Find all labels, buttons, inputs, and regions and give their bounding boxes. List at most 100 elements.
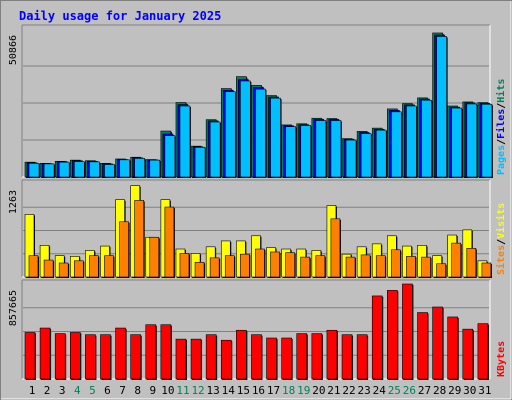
x-tick-label-day-6: 6: [104, 384, 111, 397]
bar-pages-5: [89, 161, 100, 178]
legend-files: Files: [495, 109, 507, 139]
x-tick-label-day-23: 23: [358, 384, 371, 397]
bar-sites-18: [285, 252, 295, 278]
x-tick-label-day-1: 1: [29, 384, 36, 397]
bar-sites-13: [209, 257, 220, 278]
x-tick-label-day-3: 3: [59, 384, 66, 397]
x-tick-label-day-12: 12: [191, 384, 204, 397]
bar-kbytes-6: [100, 334, 111, 380]
legend-kbytes: KBytes: [496, 341, 507, 377]
bar-sites-5: [89, 255, 99, 278]
bar-kbytes-7: [115, 327, 126, 380]
x-tick-label-day-26: 26: [403, 384, 416, 397]
chart-title: Daily usage for January 2025: [19, 9, 221, 23]
bar-pages-17: [270, 97, 281, 178]
bar-kbytes-8: [130, 334, 141, 380]
bar-sites-17: [270, 251, 280, 278]
bar-pages-13: [209, 121, 221, 178]
x-tick-label-day-8: 8: [134, 384, 141, 397]
x-tick-label-day-13: 13: [207, 384, 220, 397]
bar-kbytes-9: [145, 324, 157, 380]
bar-sites-10: [164, 206, 175, 278]
x-tick-label-day-29: 29: [448, 384, 461, 397]
bar-sites-4: [73, 260, 84, 278]
bar-kbytes-25: [387, 290, 398, 380]
bar-sites-2: [43, 259, 54, 278]
bar-sites-20: [315, 255, 326, 278]
panel-2-ymax-label: 857665: [8, 290, 19, 326]
x-tick-label-day-19: 19: [297, 384, 310, 397]
bar-kbytes-2: [39, 327, 51, 380]
bar-kbytes-22: [341, 334, 353, 380]
bar-pages-10: [164, 135, 176, 178]
bar-pages-4: [73, 161, 85, 178]
bar-kbytes-11: [175, 338, 187, 380]
bar-kbytes-12: [190, 338, 202, 380]
bar-pages-31: [481, 103, 493, 178]
x-tick-label-day-20: 20: [312, 384, 325, 397]
bar-pages-6: [104, 164, 115, 178]
bar-sites-12: [194, 261, 205, 278]
bar-pages-18: [285, 126, 296, 178]
bar-sites-7: [119, 221, 129, 278]
bar-kbytes-26: [402, 283, 413, 380]
legend-sites: Sites: [495, 245, 507, 275]
bar-kbytes-24: [371, 295, 383, 380]
x-tick-label-day-15: 15: [237, 384, 250, 397]
legend-visits: Visits: [495, 203, 507, 239]
bar-pages-15: [240, 80, 251, 178]
bar-kbytes-3: [54, 333, 66, 380]
x-tick-label-day-4: 4: [74, 384, 81, 397]
bar-kbytes-17: [266, 337, 277, 380]
bar-sites-3: [58, 262, 69, 278]
bar-sites-19: [300, 256, 311, 278]
bar-pages-26: [406, 105, 417, 178]
bar-pages-9: [149, 159, 161, 178]
bar-kbytes-13: [205, 334, 217, 380]
x-tick-label-day-16: 16: [252, 384, 265, 397]
bar-sites-22: [345, 256, 356, 278]
bar-pages-25: [391, 111, 402, 178]
x-tick-label-day-17: 17: [267, 384, 280, 397]
bar-kbytes-31: [477, 323, 489, 380]
bar-kbytes-19: [296, 333, 308, 380]
x-tick-label-day-24: 24: [373, 384, 387, 397]
panel-2-legend: KBytes: [496, 341, 507, 377]
x-tick-label-day-30: 30: [463, 384, 476, 397]
x-tick-label-day-18: 18: [282, 384, 295, 397]
bar-sites-27: [421, 256, 431, 278]
bar-sites-1: [28, 255, 39, 278]
legend-separator: /: [496, 103, 507, 109]
panel-0-ymax-label: 50866: [8, 35, 19, 65]
bar-kbytes-10: [160, 324, 172, 380]
bar-pages-22: [345, 139, 357, 178]
bar-pages-29: [451, 107, 463, 178]
bar-pages-27: [421, 99, 432, 178]
panel-1-ymax-label: 1263: [8, 190, 19, 214]
bar-sites-14: [224, 255, 235, 278]
x-tick-label-day-31: 31: [478, 384, 491, 397]
bar-sites-31: [481, 262, 492, 278]
x-tick-label-day-2: 2: [44, 384, 51, 397]
bar-sites-8: [134, 200, 144, 278]
bar-kbytes-18: [281, 337, 292, 380]
bar-pages-23: [360, 133, 372, 178]
bar-pages-11: [179, 105, 191, 178]
legend-hits: Hits: [495, 79, 507, 103]
legend-separator: /: [496, 139, 507, 145]
x-tick-label-day-28: 28: [433, 384, 446, 397]
bar-kbytes-16: [251, 334, 262, 380]
legend-pages: Pages: [496, 145, 507, 175]
bar-kbytes-23: [356, 334, 368, 380]
x-tick-label-day-22: 22: [342, 384, 355, 397]
x-tick-label-day-10: 10: [161, 384, 174, 397]
bar-sites-6: [104, 255, 114, 278]
bar-pages-8: [134, 158, 145, 178]
x-tick-label-day-7: 7: [119, 384, 126, 397]
panel-1-legend: Sites/Visits: [495, 203, 507, 275]
bar-sites-24: [375, 255, 386, 278]
bar-sites-16: [255, 248, 265, 278]
bar-pages-7: [119, 159, 130, 178]
bar-pages-2: [43, 163, 55, 178]
